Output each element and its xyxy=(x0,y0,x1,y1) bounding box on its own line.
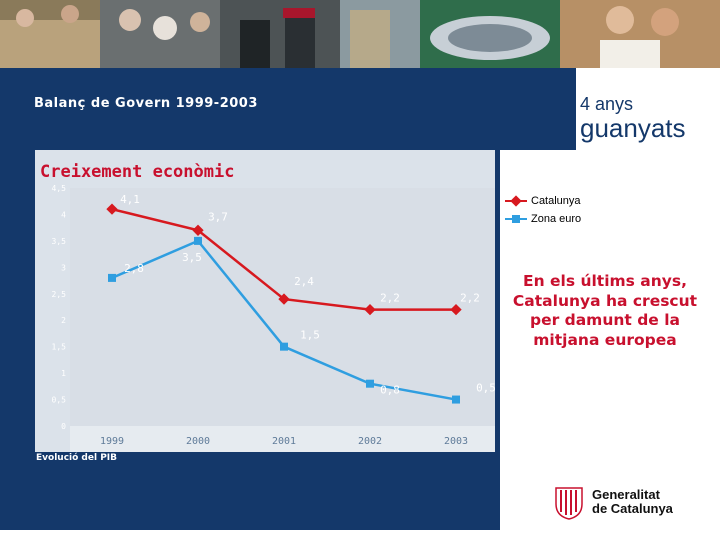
legend-marker-catalunya xyxy=(505,195,527,207)
data-label: 2,2 xyxy=(460,292,480,305)
data-label: 0,8 xyxy=(380,384,400,397)
subtitle: Balanç de Govern 1999-2003 xyxy=(34,96,258,111)
x-tick-label: 2003 xyxy=(444,436,468,447)
logo-line2: de Catalunya xyxy=(592,501,673,516)
data-label: 3,7 xyxy=(208,210,228,223)
chart-caption: Evolució del PIB xyxy=(36,453,117,463)
chart-legend: Catalunya Zona euro xyxy=(505,192,585,228)
logo-line1: Generalitat xyxy=(592,487,660,502)
x-tick-label: 2002 xyxy=(358,436,382,447)
legend-marker-zona-euro xyxy=(505,215,527,223)
data-label: 2,4 xyxy=(294,275,314,288)
y-tick-label: 3,5 xyxy=(52,237,67,246)
legend-label-zona-euro: Zona euro xyxy=(531,213,582,225)
data-label: 2,8 xyxy=(124,262,144,275)
data-point-zona-euro xyxy=(366,379,374,388)
y-tick-label: 2 xyxy=(61,316,66,325)
data-label: 0,5 xyxy=(476,382,496,395)
right-panel xyxy=(500,150,720,540)
data-point-zona-euro xyxy=(452,395,460,404)
header-photo-strip xyxy=(0,0,720,68)
x-tick-label: 1999 xyxy=(100,436,124,447)
logo-text: Generalitat de Catalunya xyxy=(592,488,673,516)
tagline-line2: guanyats xyxy=(580,113,686,143)
y-tick-label: 0 xyxy=(61,422,66,431)
y-tick-label: 0,5 xyxy=(52,396,67,405)
y-tick-label: 3 xyxy=(61,263,66,272)
data-label: 2,2 xyxy=(380,292,400,305)
generalitat-emblem-icon xyxy=(555,487,583,520)
data-label: 1,5 xyxy=(300,329,320,342)
x-tick-label: 2001 xyxy=(272,436,296,447)
data-point-catalunya xyxy=(450,303,462,316)
chart-title: Creixement econòmic xyxy=(40,162,235,182)
x-tick-label: 2000 xyxy=(186,436,210,447)
legend-item-catalunya: Catalunya xyxy=(505,192,585,210)
tagline-line1: 4 anys xyxy=(580,94,634,114)
x-axis-band xyxy=(70,426,495,452)
data-point-catalunya xyxy=(364,303,376,316)
y-tick-label: 2,5 xyxy=(52,290,67,299)
y-tick-label: 1,5 xyxy=(52,343,67,352)
data-point-catalunya xyxy=(278,293,290,305)
data-point-zona-euro xyxy=(194,236,202,245)
growth-note: En els últims anys, Catalunya ha crescut… xyxy=(512,272,698,349)
data-label: 3,5 xyxy=(182,251,202,264)
data-point-catalunya xyxy=(192,224,204,236)
legend-item-zona-euro: Zona euro xyxy=(505,210,585,228)
y-tick-label: 4 xyxy=(61,210,66,219)
navy-band xyxy=(0,68,576,150)
y-tick-label: 1 xyxy=(61,369,66,378)
legend-label-catalunya: Catalunya xyxy=(531,195,581,207)
y-tick-label: 4,5 xyxy=(52,184,67,193)
data-point-zona-euro xyxy=(280,342,288,351)
header-photos xyxy=(0,0,720,68)
data-label: 4,1 xyxy=(120,193,140,206)
data-point-zona-euro xyxy=(108,273,116,282)
plot-area xyxy=(70,188,495,426)
generalitat-logo: Generalitat de Catalunya xyxy=(552,484,673,520)
